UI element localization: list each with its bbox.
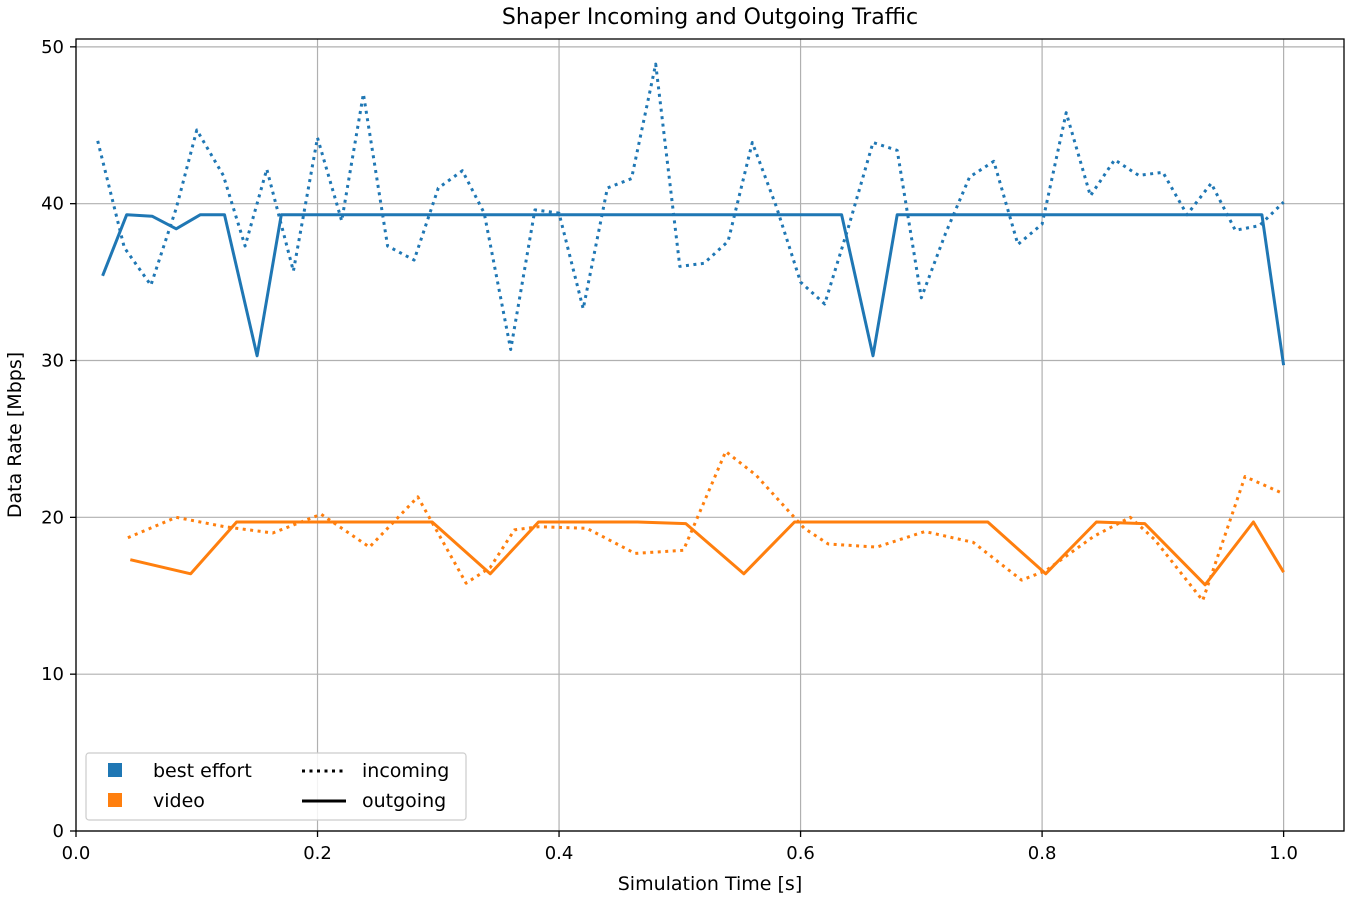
y-tick-label: 0 [53,821,64,842]
x-tick-label: 1.0 [1269,843,1298,864]
x-tick-label: 0.8 [1028,843,1057,864]
legend-box [85,752,467,821]
y-tick-label: 40 [41,194,64,215]
series-group [96,62,1286,602]
x-axis-label: Simulation Time [s] [618,873,803,895]
legend-swatch-best-effort [108,763,122,777]
plot-frame [75,38,1345,832]
ticks: 0.0 0.2 0.4 0.6 0.8 1.0 0 10 20 30 40 50 [41,37,1298,864]
series-line-video-outgoing [129,520,1285,587]
y-tick-label: 30 [41,351,64,372]
chart-title: Shaper Incoming and Outgoing Traffic [502,5,918,30]
y-tick-label: 10 [41,664,64,685]
y-tick-label: 20 [41,507,64,528]
series-line-best-effort-outgoing [101,213,1286,366]
x-tick-label: 0.4 [545,843,574,864]
x-tick-label: 0.2 [303,843,332,864]
grid [75,39,1344,832]
x-tick-label: 0.0 [62,843,91,864]
y-tick-label: 50 [41,37,64,58]
series-line-video-incoming [127,450,1285,602]
legend: best effort video incoming outgoing [85,752,467,821]
legend-swatch-video [108,793,122,807]
legend-label-best-effort: best effort [153,760,252,782]
x-tick-label: 0.6 [786,843,815,864]
y-axis-label: Data Rate [Mbps] [4,352,26,518]
legend-label-video: video [153,790,205,812]
legend-label-incoming: incoming [362,760,449,782]
legend-label-outgoing: outgoing [362,790,446,812]
